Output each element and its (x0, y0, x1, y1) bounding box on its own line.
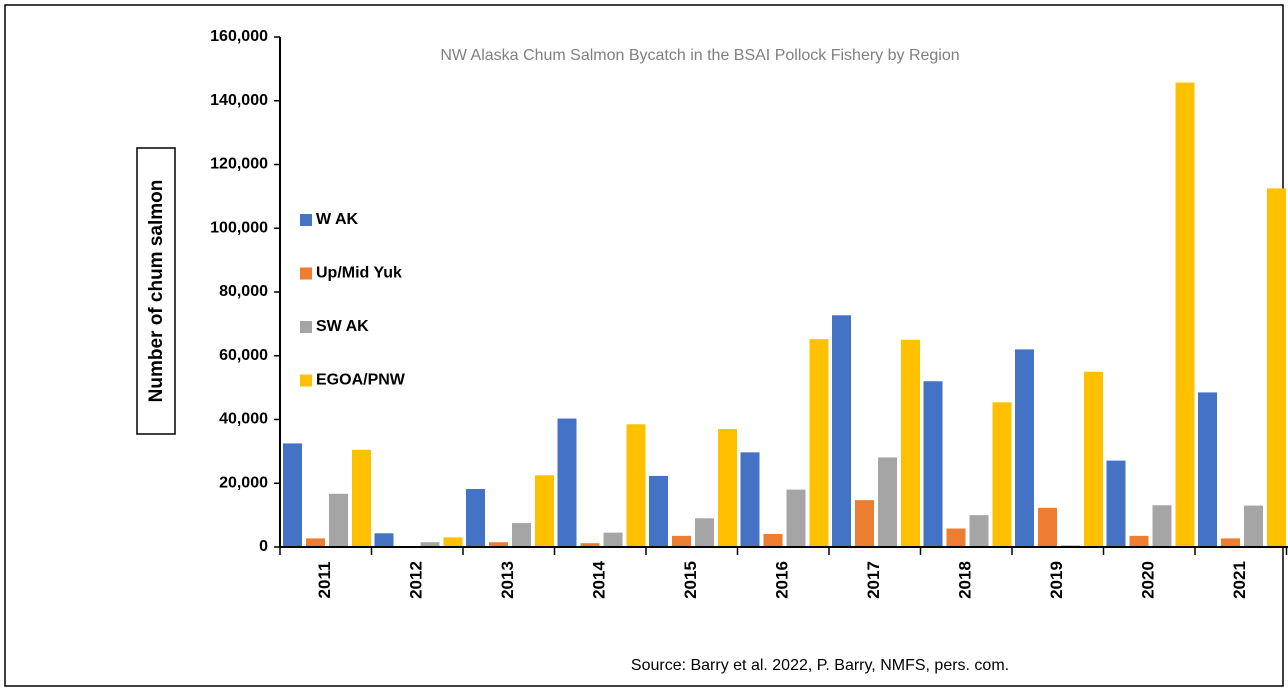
bar (786, 489, 806, 547)
source-note: Source: Barry et al. 2022, P. Barry, NMF… (631, 657, 1009, 674)
y-tick-label: 140,000 (210, 92, 268, 109)
bar (695, 518, 714, 547)
bar (1084, 371, 1103, 547)
bar (1038, 507, 1057, 547)
x-tick-label: 2011 (315, 562, 334, 599)
bar (878, 457, 897, 547)
bar (855, 500, 874, 547)
bar (923, 381, 943, 547)
x-tick-label: 2013 (498, 561, 517, 599)
x-tick-label: 2021 (1230, 561, 1249, 599)
bar (832, 315, 851, 547)
bar (1175, 82, 1195, 548)
bar (557, 418, 577, 547)
bar (420, 542, 440, 547)
bar (374, 533, 394, 547)
bar (649, 475, 668, 547)
bar (603, 532, 623, 547)
legend-swatch (300, 267, 312, 280)
bar (969, 515, 989, 547)
bar (489, 542, 508, 547)
bar (1198, 392, 1217, 547)
bar (626, 424, 646, 547)
x-tick-label: 2014 (590, 561, 609, 599)
y-tick-label: 100,000 (210, 219, 268, 236)
bar (992, 402, 1012, 547)
x-tick-label: 2019 (1047, 561, 1066, 599)
y-tick-label: 120,000 (210, 156, 268, 173)
x-tick-label: 2018 (956, 561, 975, 599)
bar (443, 537, 463, 547)
bar (580, 543, 600, 547)
bar (535, 475, 554, 547)
legend-swatch (300, 321, 312, 333)
chart-border (4, 4, 1284, 687)
bar (946, 528, 966, 547)
bar (466, 488, 485, 547)
x-tick-label: 2020 (1139, 561, 1158, 599)
bar (740, 452, 760, 547)
y-tick-label: 80,000 (219, 283, 268, 300)
y-tick-label: 40,000 (219, 411, 268, 428)
bar (1106, 460, 1126, 547)
bar (1152, 505, 1172, 547)
bar (512, 523, 531, 547)
chart-title: NW Alaska Chum Salmon Bycatch in the BSA… (440, 47, 959, 64)
bar (283, 443, 302, 547)
x-tick-label: 2016 (773, 561, 792, 599)
bar (352, 449, 371, 547)
legend-label: EGOA/PNW (316, 372, 406, 389)
bar (901, 339, 920, 547)
bar (1221, 538, 1240, 547)
legend-swatch (300, 374, 312, 387)
x-tick-label: 2015 (681, 561, 700, 599)
bar (1129, 535, 1149, 547)
bar (809, 339, 829, 547)
bar (1267, 188, 1286, 547)
legend-label: W AK (316, 211, 359, 228)
y-tick-label: 20,000 (219, 474, 268, 491)
y-tick-label: 160,000 (210, 28, 268, 45)
bar (763, 533, 783, 547)
bar (1244, 505, 1263, 547)
x-tick-label: 2012 (407, 561, 426, 599)
legend-label: SW AK (316, 318, 369, 335)
y-axis-label: Number of chum salmon (146, 180, 167, 403)
bar (329, 493, 348, 547)
x-tick-label: 2017 (864, 561, 883, 599)
bar (718, 429, 737, 547)
bar (306, 538, 325, 547)
bar (1015, 349, 1034, 547)
legend-swatch (300, 214, 312, 226)
y-tick-label: 0 (259, 538, 268, 555)
bar (672, 535, 691, 547)
legend-label: Up/Mid Yuk (316, 265, 402, 282)
y-label-box (136, 147, 176, 435)
y-tick-label: 60,000 (219, 347, 268, 364)
